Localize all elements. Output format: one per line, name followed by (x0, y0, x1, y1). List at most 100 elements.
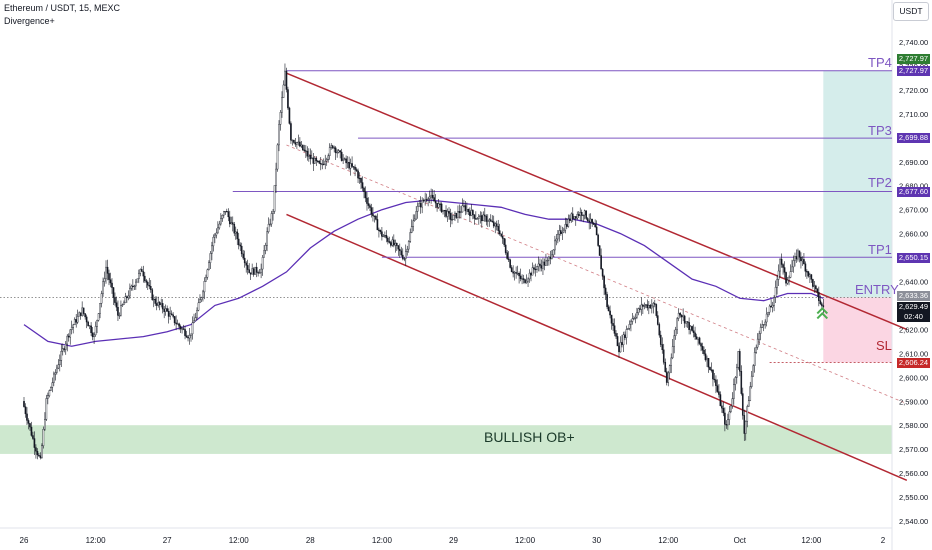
candle-body (513, 272, 516, 274)
candle-body (58, 360, 61, 366)
candle-body (747, 400, 750, 407)
candle-body (23, 401, 25, 407)
candle-body (129, 287, 131, 297)
candle-body (313, 158, 316, 164)
candle-body (489, 219, 492, 222)
candle-body (500, 233, 503, 237)
candle-body (722, 408, 725, 414)
candle-body (455, 212, 458, 218)
indicator-label[interactable]: Divergence+ (4, 16, 55, 26)
candle-body (39, 455, 42, 458)
candle-body (797, 250, 799, 260)
candle-body (709, 367, 711, 370)
candle-body (327, 155, 330, 160)
candle-body (249, 272, 252, 275)
candle-body (704, 353, 707, 361)
candle-body (164, 308, 167, 312)
candle-body (118, 315, 121, 317)
candle-body (179, 326, 182, 330)
candle-body (728, 411, 731, 420)
candle-body (132, 285, 134, 288)
candle-body (449, 213, 452, 220)
sl-label: SL (876, 338, 892, 353)
candle-body (221, 214, 224, 219)
candle-body (351, 163, 353, 167)
candle-body (667, 372, 670, 383)
candle-body (428, 196, 431, 199)
candle-body (806, 271, 808, 273)
candle-body (548, 256, 550, 261)
candle-body (154, 298, 157, 304)
candle-body (173, 316, 176, 324)
bullish-ob-label: BULLISH OB+ (484, 429, 575, 445)
candle-body (85, 316, 88, 323)
candle-body (727, 419, 729, 426)
candle-body (518, 272, 520, 277)
candle-body (661, 344, 664, 351)
candle-body (226, 211, 228, 213)
candle-body (804, 263, 807, 272)
candle-body (424, 199, 426, 202)
candle-body (431, 194, 434, 198)
candle-body (325, 159, 328, 162)
candle-body (303, 149, 306, 151)
candle-body (397, 245, 400, 250)
candle-body (206, 269, 209, 278)
candle-body (394, 243, 397, 246)
candle-body (194, 317, 197, 322)
candle-body (328, 147, 331, 156)
candle-body (32, 435, 34, 439)
candle-body (555, 238, 558, 242)
candle-body (215, 232, 218, 236)
candle-body (662, 349, 665, 363)
candle-body (570, 213, 573, 221)
candle-body (659, 334, 662, 345)
candle-body (466, 209, 468, 212)
candle-body (595, 226, 598, 236)
candle-body (530, 272, 532, 276)
candle-body (36, 451, 39, 456)
candle-body (322, 163, 325, 166)
candle-body (737, 351, 740, 368)
candle-body (564, 224, 567, 231)
candle-body (124, 296, 127, 304)
candle-body (246, 265, 249, 270)
candle-body (750, 375, 753, 387)
candle-body (373, 215, 376, 217)
loss-zone (823, 297, 892, 363)
candle-body (311, 157, 313, 160)
candle-body (218, 223, 221, 229)
candle-body (343, 158, 346, 160)
candle-body (571, 213, 574, 219)
currency-button[interactable]: USDT (893, 2, 929, 21)
candle-body (600, 255, 602, 270)
candle-body (378, 229, 380, 231)
x-tick-label: 30 (592, 536, 601, 545)
candle-body (51, 382, 54, 388)
candle-body (291, 139, 294, 142)
candle-body (61, 348, 64, 352)
candle-body (142, 271, 145, 277)
candle-body (743, 415, 746, 434)
candle-body (152, 298, 155, 301)
candle-body (263, 250, 265, 258)
candle-body (208, 262, 210, 270)
candle-body (688, 322, 690, 330)
candle-body (610, 314, 613, 324)
candle-body (436, 202, 438, 208)
candle-body (364, 191, 367, 199)
candle-body (376, 219, 379, 231)
candle-body (765, 313, 768, 323)
candle-body (658, 324, 661, 336)
candle-body (72, 324, 75, 328)
candle-body (691, 326, 693, 331)
candle-body (648, 305, 650, 309)
candle-body (143, 275, 146, 281)
candle-body (94, 326, 97, 336)
candle-body (333, 147, 335, 149)
candle-body (576, 214, 579, 219)
x-tick-label: 12:00 (515, 536, 536, 545)
candle-body (346, 162, 349, 164)
candle-body (407, 241, 410, 250)
